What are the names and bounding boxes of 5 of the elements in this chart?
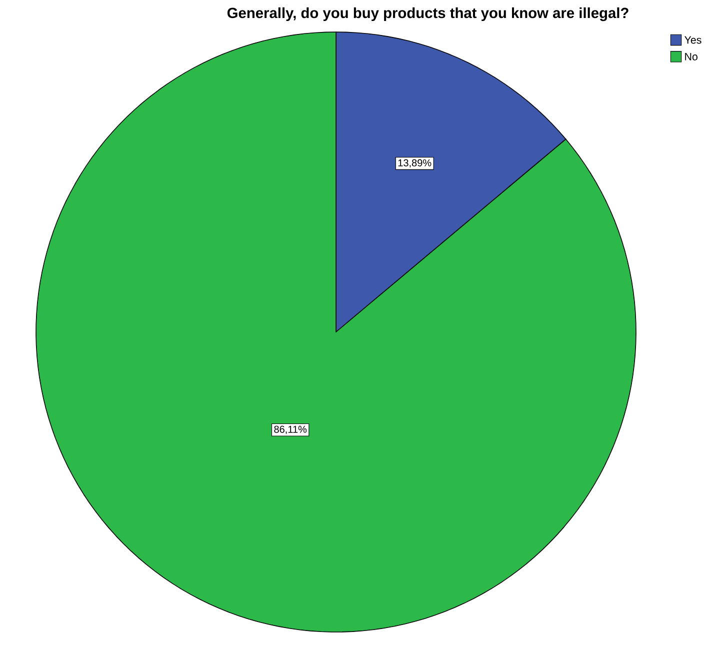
- legend-label: Yes: [684, 36, 702, 44]
- legend-label: No: [685, 52, 698, 60]
- data-label: 13,89%: [398, 159, 432, 168]
- chart-title: Generally, do you buy products that you know are illegal?: [227, 7, 628, 22]
- data-label: 86,11%: [274, 426, 307, 434]
